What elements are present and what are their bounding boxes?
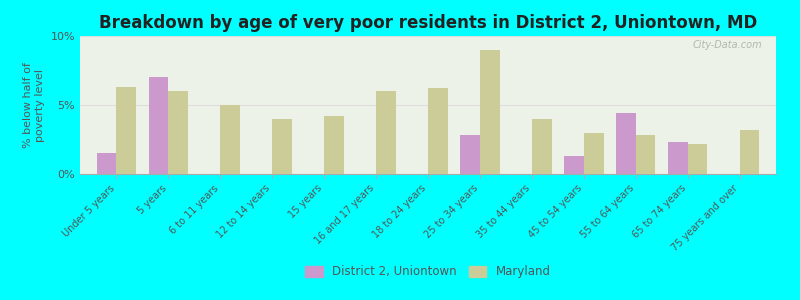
Bar xyxy=(97,153,116,174)
Bar xyxy=(376,91,396,174)
Legend: District 2, Uniontown, Maryland: District 2, Uniontown, Maryland xyxy=(305,266,551,278)
Bar xyxy=(636,135,655,174)
Bar xyxy=(460,135,480,174)
Bar xyxy=(740,130,759,174)
Title: Breakdown by age of very poor residents in District 2, Uniontown, MD: Breakdown by age of very poor residents … xyxy=(99,14,757,32)
Bar xyxy=(272,119,292,174)
Bar xyxy=(688,144,707,174)
Bar xyxy=(564,156,584,174)
Bar xyxy=(584,133,603,174)
Bar xyxy=(532,119,552,174)
Bar xyxy=(220,105,240,174)
Y-axis label: % below half of
poverty level: % below half of poverty level xyxy=(23,62,45,148)
Bar xyxy=(428,88,448,174)
Bar xyxy=(480,50,500,174)
Bar xyxy=(616,113,636,174)
Bar xyxy=(324,116,344,174)
Bar xyxy=(149,77,168,174)
Text: City-Data.com: City-Data.com xyxy=(693,40,762,50)
Bar xyxy=(116,87,136,174)
Bar xyxy=(668,142,688,174)
Bar xyxy=(168,91,188,174)
